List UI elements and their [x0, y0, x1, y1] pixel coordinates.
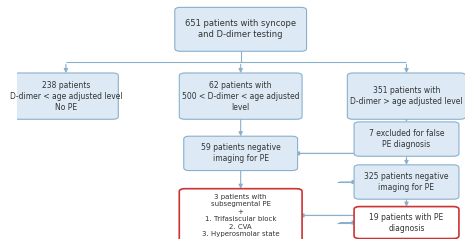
FancyBboxPatch shape	[13, 73, 118, 119]
Text: 325 patients negative
imaging for PE: 325 patients negative imaging for PE	[364, 172, 449, 192]
FancyBboxPatch shape	[354, 165, 459, 199]
Text: 238 patients
D-dimer < age adjusted level
No PE: 238 patients D-dimer < age adjusted leve…	[9, 80, 122, 112]
Text: 3 patients with
subsegmental PE
+
1. Trifasiscular block
2. CVA
3. Hyperosmolar : 3 patients with subsegmental PE + 1. Tri…	[202, 194, 280, 237]
Text: 62 patients with
500 < D-dimer < age adjusted
level: 62 patients with 500 < D-dimer < age adj…	[182, 80, 300, 112]
FancyBboxPatch shape	[179, 73, 302, 119]
FancyBboxPatch shape	[347, 73, 465, 119]
FancyBboxPatch shape	[184, 136, 298, 171]
FancyBboxPatch shape	[354, 207, 459, 239]
Text: 351 patients with
D-dimer > age adjusted level: 351 patients with D-dimer > age adjusted…	[350, 86, 463, 106]
FancyBboxPatch shape	[179, 189, 302, 242]
FancyBboxPatch shape	[175, 7, 307, 51]
Text: 19 patients with PE
diagnosis: 19 patients with PE diagnosis	[369, 213, 444, 233]
FancyBboxPatch shape	[354, 122, 459, 156]
Text: 651 patients with syncope
and D-dimer testing: 651 patients with syncope and D-dimer te…	[185, 19, 296, 39]
Text: 59 patients negative
imaging for PE: 59 patients negative imaging for PE	[201, 143, 281, 164]
Text: 7 excluded for false
PE diagnosis: 7 excluded for false PE diagnosis	[369, 129, 444, 149]
